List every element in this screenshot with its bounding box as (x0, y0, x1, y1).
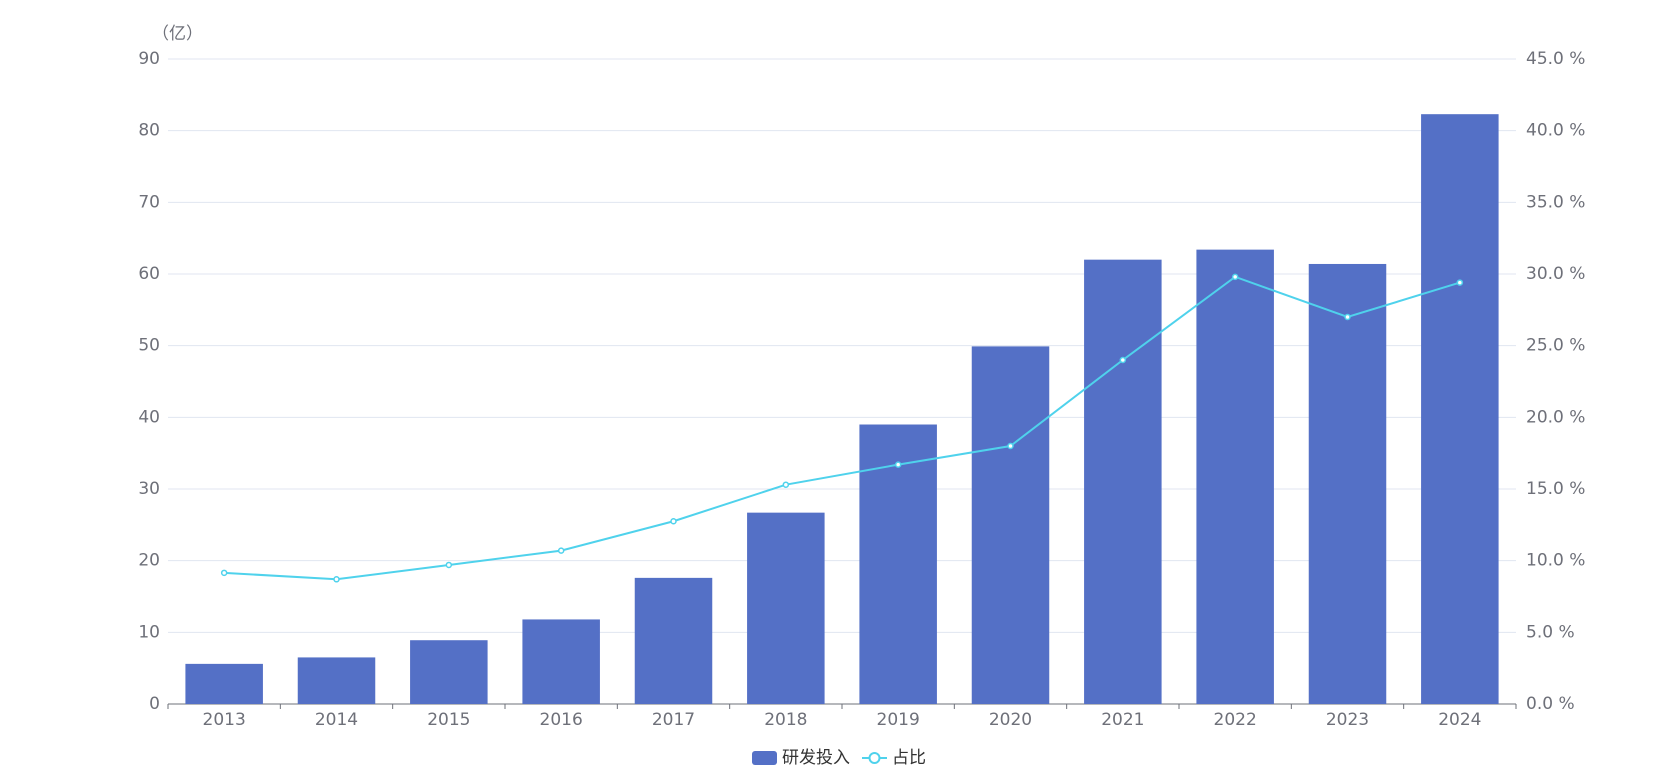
legend-label: 研发投入 (782, 748, 850, 768)
x-tick-label: 2013 (203, 710, 246, 730)
y2-tick-label: 45.0 % (1526, 49, 1585, 69)
line-point (1231, 273, 1239, 281)
x-tick-label: 2015 (427, 710, 470, 730)
line-point (1007, 442, 1014, 450)
bar (1196, 249, 1274, 704)
line-point (220, 569, 228, 577)
y-tick-label: 30 (138, 479, 160, 499)
y-tick-label: 20 (138, 551, 160, 571)
x-tick-label: 2016 (540, 710, 583, 730)
y-tick-label: 50 (138, 336, 160, 356)
legend-swatch (868, 752, 881, 764)
x-tick-label: 2022 (1214, 710, 1257, 730)
line-point (1344, 313, 1351, 321)
x-tick-label: 2023 (1326, 710, 1369, 730)
y-tick-label: 10 (138, 622, 160, 642)
legend-label: 占比 (892, 748, 926, 768)
bar (522, 619, 600, 704)
bar (1308, 263, 1387, 704)
bar (634, 577, 713, 704)
line-point (782, 481, 790, 488)
bar (859, 424, 937, 704)
y2-tick-label: 30.0 % (1526, 264, 1585, 284)
line-point (1456, 279, 1464, 286)
line-point (445, 561, 453, 569)
bar (297, 657, 376, 704)
y2-tick-label: 35.0 % (1526, 192, 1585, 212)
y2-tick-label: 5.0 % (1526, 622, 1575, 642)
y2-tick-label: 0.0 % (1526, 694, 1575, 714)
line (224, 275, 1461, 581)
y-tick-label: 60 (138, 264, 160, 284)
line-point (333, 576, 340, 583)
bar (747, 512, 825, 704)
y2-tick-label: 25.0 % (1526, 336, 1585, 356)
line-point (894, 461, 902, 468)
y2-tick-label: 15.0 % (1526, 479, 1585, 499)
line-point (557, 547, 565, 554)
line-point (1119, 356, 1127, 364)
x-tick-label: 2017 (652, 710, 695, 730)
y-tick-label: 80 (138, 121, 160, 141)
x-tick-label: 2024 (1438, 710, 1481, 730)
y2-tick-label: 10.0 % (1526, 551, 1585, 571)
legend-swatch (752, 751, 777, 765)
bar (410, 640, 488, 704)
y-axis-label: （亿） (152, 24, 203, 44)
bar (1084, 259, 1162, 704)
x-tick-label: 2014 (315, 710, 358, 730)
x-tick-label: 2018 (764, 710, 807, 730)
x-tick-label: 2021 (1101, 710, 1144, 730)
y-tick-label: 70 (138, 192, 160, 212)
bar (185, 663, 263, 704)
y-tick-label: 0 (149, 694, 160, 714)
y2-tick-label: 40.0 % (1526, 121, 1585, 141)
y2-tick-label: 20.0 % (1526, 407, 1585, 427)
y-tick-label: 40 (138, 407, 160, 427)
x-tick-label: 2019 (877, 710, 920, 730)
x-tick-label: 2020 (989, 710, 1032, 730)
bar (1421, 114, 1499, 704)
bar (971, 346, 1050, 704)
y-tick-label: 90 (138, 49, 160, 69)
line-point (670, 518, 677, 525)
